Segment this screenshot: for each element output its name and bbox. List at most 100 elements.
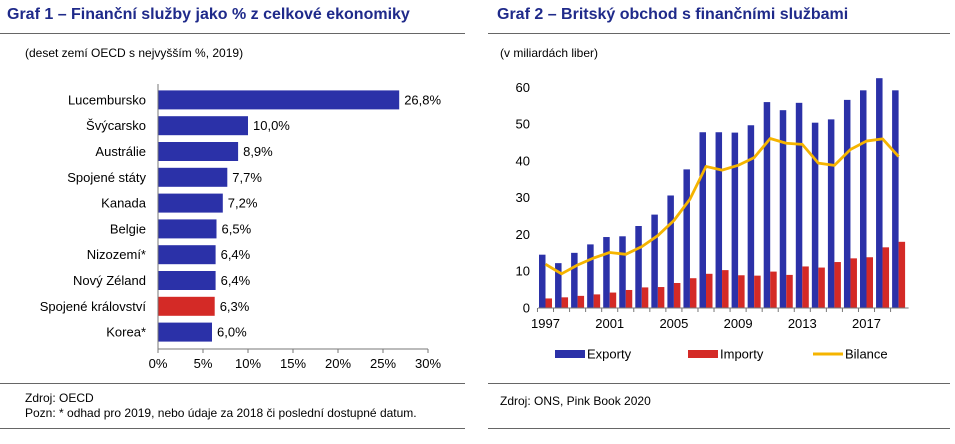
chart-2-export-bar (715, 132, 723, 308)
chart-2-export-bar (860, 90, 867, 308)
chart-1-bar (158, 116, 248, 136)
chart-1-value-label: 8,9% (243, 144, 273, 159)
chart-2-export-bar (571, 252, 578, 308)
chart-2-export-bar (811, 122, 819, 308)
chart-1-x-tick-label: 25% (370, 356, 396, 371)
chart-2-export-bar (892, 90, 899, 308)
chart-2-legend-swatch (555, 350, 585, 358)
chart-2-y-tick-label: 40 (516, 153, 530, 168)
chart-1-note: Pozn: * odhad pro 2019, nebo údaje za 20… (25, 406, 417, 420)
chart-2-title-rule (488, 33, 950, 34)
chart-2-import-bar (866, 257, 873, 308)
chart-2-source: Zdroj: ONS, Pink Book 2020 (500, 394, 651, 408)
chart-2-export-bar (779, 110, 787, 308)
chart-1-value-label: 6,0% (217, 325, 247, 340)
chart-2-title: Graf 2 – Britský obchod s finančními slu… (497, 6, 849, 23)
chart-2-y-tick-label: 30 (516, 190, 530, 205)
chart-2-export-bar (683, 169, 690, 308)
chart-1-x-tick-label: 30% (415, 356, 441, 371)
chart-1-source: Zdroj: OECD (25, 391, 94, 405)
chart-2-export-bar (843, 99, 851, 308)
chart-2-x-tick-label: 2009 (724, 316, 753, 331)
chart-2-import-bar (561, 297, 569, 308)
chart-2-legend-label: Bilance (845, 347, 888, 362)
chart-2-export-bar (587, 244, 594, 308)
chart-1-x-tick-label: 5% (194, 356, 213, 371)
chart-1-x-tick-label: 15% (280, 356, 306, 371)
chart-1-bar (158, 167, 228, 187)
chart-2-import-bar (738, 275, 745, 308)
chart-2-import-bar (609, 292, 617, 308)
chart-1-category-label: Spojené království (40, 299, 147, 314)
chart-2-export-bar (635, 226, 642, 308)
chart-2-y-tick-label: 20 (516, 227, 530, 242)
chart-2-import-bar (850, 258, 857, 308)
chart-1-value-label: 7,2% (228, 196, 258, 211)
chart-2-import-bar (818, 267, 825, 308)
chart-1-category-label: Korea* (106, 325, 146, 340)
chart-2-import-bar (770, 271, 777, 308)
chart-2-export-bar (763, 102, 771, 308)
chart-1-category-label: Kanada (101, 196, 147, 211)
chart-2-y-tick-label: 60 (516, 80, 530, 95)
chart-2-legend-label: Importy (720, 347, 764, 362)
chart-2-import-bar (802, 266, 809, 308)
chart-panel-1: Graf 1 – Finanční služby jako % z celkov… (0, 0, 470, 444)
chart-2-import-bar (834, 262, 841, 308)
chart-1-category-label: Švýcarsko (86, 118, 146, 133)
chart-1-category-label: Austrálie (95, 144, 146, 159)
chart-2-import-bar (786, 274, 793, 308)
chart-2-legend-label: Exporty (587, 347, 632, 362)
chart-2-import-bar (882, 247, 890, 308)
chart-1-bar (158, 142, 239, 161)
chart-1-bar (158, 296, 215, 316)
chart-1-bar (158, 219, 217, 239)
chart-2-x-tick-label: 2017 (852, 316, 881, 331)
chart-2-import-bar (722, 270, 729, 308)
chart-1-subtitle: (deset zemí OECD s nejvyšším %, 2019) (25, 46, 244, 60)
chart-2-balance-line (544, 137, 900, 276)
chart-1-value-label: 6,4% (221, 273, 251, 288)
chart-1-category-label: Lucembursko (68, 92, 146, 107)
chart-1-category-label: Nizozemí* (87, 247, 146, 262)
chart-1-category-label: Nový Zéland (73, 273, 146, 288)
chart-1-x-tick-label: 0% (149, 356, 168, 371)
chart-1-bar (158, 322, 212, 342)
chart-2-footer-rule (488, 383, 950, 384)
chart-2-import-bar (706, 273, 713, 308)
chart-2-export-bar (731, 132, 739, 308)
chart-2-export-bar (667, 195, 674, 308)
chart-2-import-bar (754, 275, 761, 308)
chart-1-x-tick-label: 10% (235, 356, 261, 371)
chart-2-x-tick-label: 2001 (595, 316, 624, 331)
chart-1-plot: Lucembursko 26,8% Švýcarsko 10,0% Austrálie 8… (40, 84, 442, 371)
chart-2-x-tick-label: 2013 (788, 316, 817, 331)
chart-2-y-tick-label: 0 (523, 301, 530, 316)
chart-1-value-label: 7,7% (232, 170, 262, 185)
chart-2-import-bar (641, 287, 649, 308)
chart-2-legend-swatch (688, 350, 718, 358)
chart-1-title: Graf 1 – Finanční služby jako % z celkov… (7, 6, 410, 23)
chart-2-import-bar (657, 287, 665, 308)
chart-2-bottom-rule (488, 428, 950, 429)
chart-1-value-label: 26,8% (404, 92, 441, 107)
chart-2-export-bar (876, 78, 883, 308)
chart-1-category-label: Belgie (110, 221, 146, 236)
chart-2-export-bar (619, 236, 626, 308)
chart-1-value-label: 6,3% (220, 299, 250, 314)
chart-2-y-tick-label: 50 (516, 117, 530, 132)
chart-2-import-bar (625, 289, 633, 308)
chart-2-import-bar (545, 298, 552, 308)
chart-2-export-bar (747, 125, 755, 308)
chart-1-x-tick-label: 20% (325, 356, 351, 371)
chart-2-export-bar (539, 254, 546, 308)
chart-2-export-bar (555, 263, 562, 308)
chart-2-x-tick-label: 1997 (531, 316, 560, 331)
chart-1-category-label: Spojené státy (67, 170, 146, 185)
chart-1-value-label: 6,4% (221, 247, 251, 262)
chart-1-bar (158, 193, 223, 213)
chart-2-import-bar (898, 241, 906, 308)
chart-2-import-bar (689, 278, 697, 308)
chart-1-value-label: 10,0% (253, 118, 290, 133)
chart-2-import-bar (593, 294, 601, 308)
